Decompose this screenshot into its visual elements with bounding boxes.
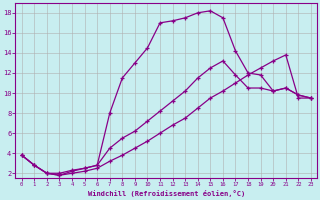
X-axis label: Windchill (Refroidissement éolien,°C): Windchill (Refroidissement éolien,°C) bbox=[88, 190, 245, 197]
